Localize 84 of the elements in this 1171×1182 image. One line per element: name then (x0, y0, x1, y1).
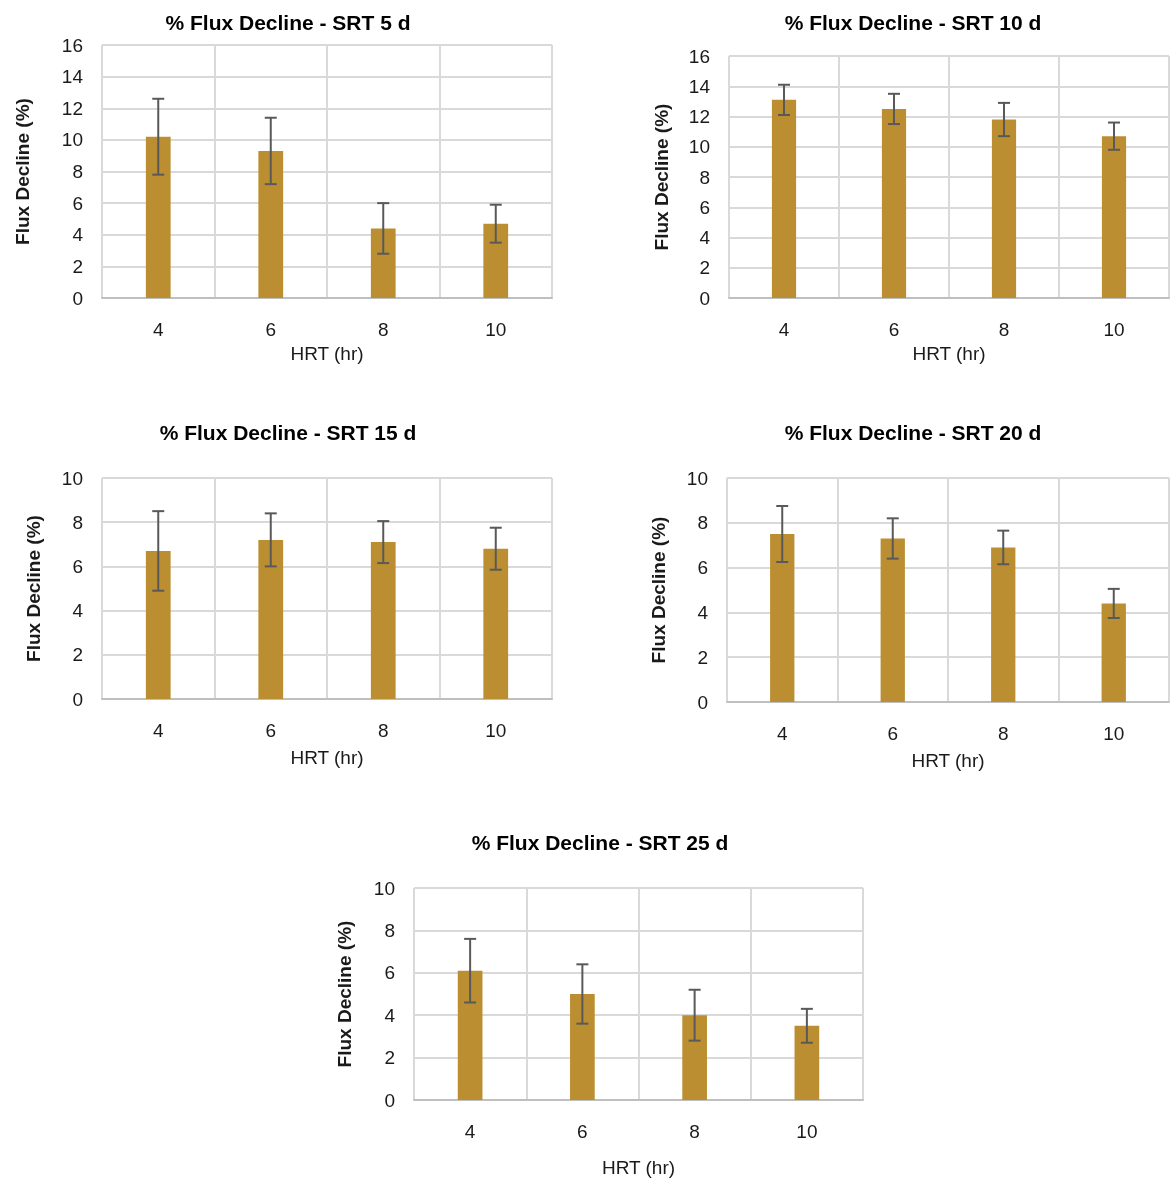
x-tick-label: 10 (796, 1121, 818, 1142)
x-axis-title: HRT (hr) (912, 342, 986, 364)
y-tick-label: 2 (699, 257, 710, 279)
chart-title: % Flux Decline - SRT 5 d (165, 11, 411, 34)
x-tick-label: 6 (887, 723, 899, 744)
y-tick-label: 10 (61, 129, 83, 151)
y-tick-label: 2 (697, 646, 708, 668)
bar (457, 970, 483, 1100)
y-tick-label: 4 (697, 601, 709, 623)
bar (794, 1025, 820, 1100)
y-tick-label: 0 (697, 691, 708, 713)
y-tick-label: 14 (61, 66, 84, 88)
bar (258, 539, 284, 699)
y-tick-label: 16 (688, 45, 710, 67)
y-tick-label: 4 (72, 224, 84, 246)
x-tick-label: 4 (152, 319, 164, 340)
bar (880, 538, 905, 702)
y-axis-title: Flux Decline (%) (23, 515, 44, 662)
y-tick-label: 6 (72, 192, 83, 214)
bar (258, 150, 284, 298)
y-tick-label: 12 (61, 97, 83, 119)
bar (1101, 603, 1126, 702)
x-tick-label: 6 (265, 319, 277, 340)
y-tick-label: 8 (384, 919, 395, 941)
bar (483, 548, 509, 699)
x-tick-label: 4 (776, 723, 788, 744)
y-axis-title: Flux Decline (%) (651, 103, 672, 251)
x-tick-label: 6 (577, 1121, 588, 1142)
x-axis-title: HRT (hr) (290, 747, 364, 768)
chart-title: % Flux Decline - SRT 15 d (159, 421, 417, 444)
y-tick-label: 12 (688, 106, 710, 127)
x-tick-label: 10 (485, 319, 507, 340)
bar (770, 534, 795, 702)
y-tick-label: 10 (373, 877, 395, 899)
y-tick-label: 8 (699, 166, 710, 188)
chart-title: % Flux Decline - SRT 20 d (784, 421, 1042, 444)
x-axis-title: HRT (hr) (911, 750, 985, 771)
x-axis-title: HRT (hr) (290, 342, 364, 364)
bar (991, 547, 1016, 702)
y-tick-label: 4 (699, 227, 711, 248)
y-tick-label: 0 (699, 287, 710, 309)
y-tick-label: 10 (688, 136, 710, 158)
x-tick-label: 8 (998, 319, 1010, 340)
y-tick-label: 6 (384, 962, 395, 984)
chart-title: % Flux Decline - SRT 10 d (784, 11, 1042, 34)
bar (370, 228, 396, 298)
y-tick-label: 0 (72, 688, 83, 710)
y-tick-label: 6 (72, 555, 83, 577)
x-tick-label: 10 (1103, 723, 1125, 744)
y-tick-label: 4 (384, 1004, 396, 1026)
y-axis-title: Flux Decline (%) (648, 516, 669, 664)
y-axis-title: Flux Decline (%) (12, 98, 33, 245)
x-tick-label: 4 (152, 720, 164, 741)
x-axis-title: HRT (hr) (601, 1157, 676, 1178)
y-tick-label: 2 (72, 255, 83, 277)
bar (483, 223, 509, 298)
y-tick-label: 16 (61, 34, 83, 56)
y-tick-label: 10 (686, 467, 708, 489)
y-tick-label: 2 (384, 1047, 395, 1069)
bar (682, 1015, 707, 1100)
y-tick-label: 6 (697, 557, 708, 579)
y-tick-label: 10 (61, 467, 83, 489)
bar (145, 136, 171, 298)
bar (145, 550, 171, 699)
y-axis-title: Flux Decline (%) (334, 920, 355, 1068)
x-tick-label: 4 (778, 319, 790, 340)
x-tick-label: 6 (265, 720, 277, 741)
y-tick-label: 8 (697, 512, 708, 534)
x-tick-label: 10 (1103, 319, 1125, 340)
x-tick-label: 4 (464, 1121, 476, 1142)
y-tick-label: 2 (72, 644, 83, 666)
y-tick-label: 6 (699, 196, 710, 218)
y-tick-label: 8 (72, 161, 83, 182)
x-tick-label: 6 (888, 319, 900, 340)
x-tick-label: 10 (485, 720, 507, 741)
y-tick-label: 0 (384, 1089, 395, 1111)
bar (570, 994, 595, 1100)
chart-title: % Flux Decline - SRT 25 d (471, 831, 729, 854)
y-tick-label: 8 (72, 511, 83, 533)
y-tick-label: 14 (688, 75, 711, 97)
x-tick-label: 8 (997, 723, 1009, 744)
bar (370, 542, 396, 699)
y-tick-label: 4 (72, 600, 84, 622)
y-tick-label: 0 (72, 287, 83, 309)
